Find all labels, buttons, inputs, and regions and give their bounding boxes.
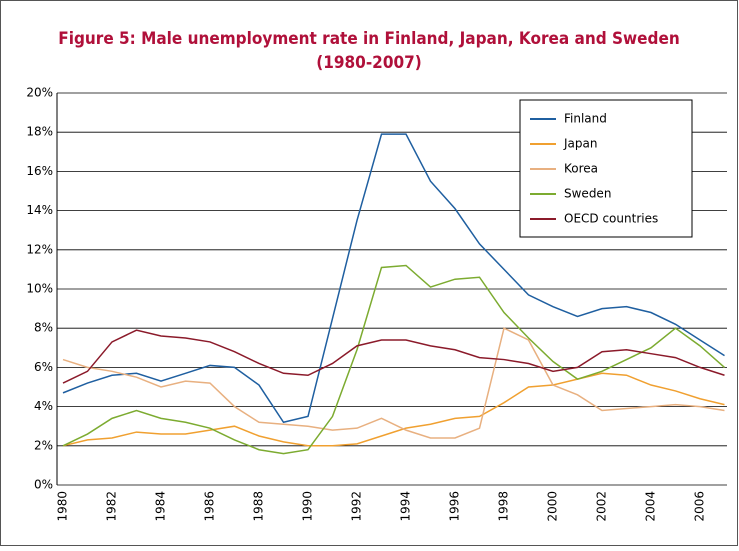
x-tick-label: 1994 [399,491,413,522]
y-tick-label: 20% [26,86,53,100]
x-tick-label: 1992 [350,491,364,522]
y-tick-label: 18% [26,125,53,139]
x-tick-label: 2000 [546,491,560,522]
x-tick-label: 1980 [56,491,70,522]
x-tick-label: 1982 [105,491,119,522]
x-tick-label: 2006 [693,491,707,522]
chart-title: Figure 5: Male unemployment rate in Finl… [58,29,679,49]
y-tick-label: 8% [34,321,53,335]
x-tick-label: 1990 [301,491,315,522]
x-tick-label: 1996 [448,491,462,522]
x-tick-label: 2004 [644,491,658,522]
legend-label: Sweden [564,187,611,201]
y-tick-label: 10% [26,282,53,296]
y-tick-label: 4% [34,399,53,413]
series-line [62,372,725,447]
legend-label: OECD countries [564,212,658,226]
y-tick-label: 6% [34,360,53,374]
x-tick-label: 2002 [595,491,609,522]
series-line [62,329,725,384]
series-line [62,133,725,424]
legend-label: Finland [564,112,607,126]
x-tick-label: 1998 [497,491,511,522]
x-tick-label: 1988 [252,491,266,522]
y-tick-label: 2% [34,438,53,452]
y-tick-label: 0% [34,478,53,492]
x-tick-label: 1984 [154,491,168,522]
legend-label: Korea [564,162,598,176]
y-tick-label: 14% [26,203,53,217]
y-tick-label: 12% [26,242,53,256]
series-line [62,264,725,455]
legend-label: Japan [563,137,597,151]
x-tick-label: 1986 [203,491,217,522]
series-line [62,327,725,439]
y-tick-label: 16% [26,164,53,178]
chart-title: (1980-2007) [316,53,421,73]
